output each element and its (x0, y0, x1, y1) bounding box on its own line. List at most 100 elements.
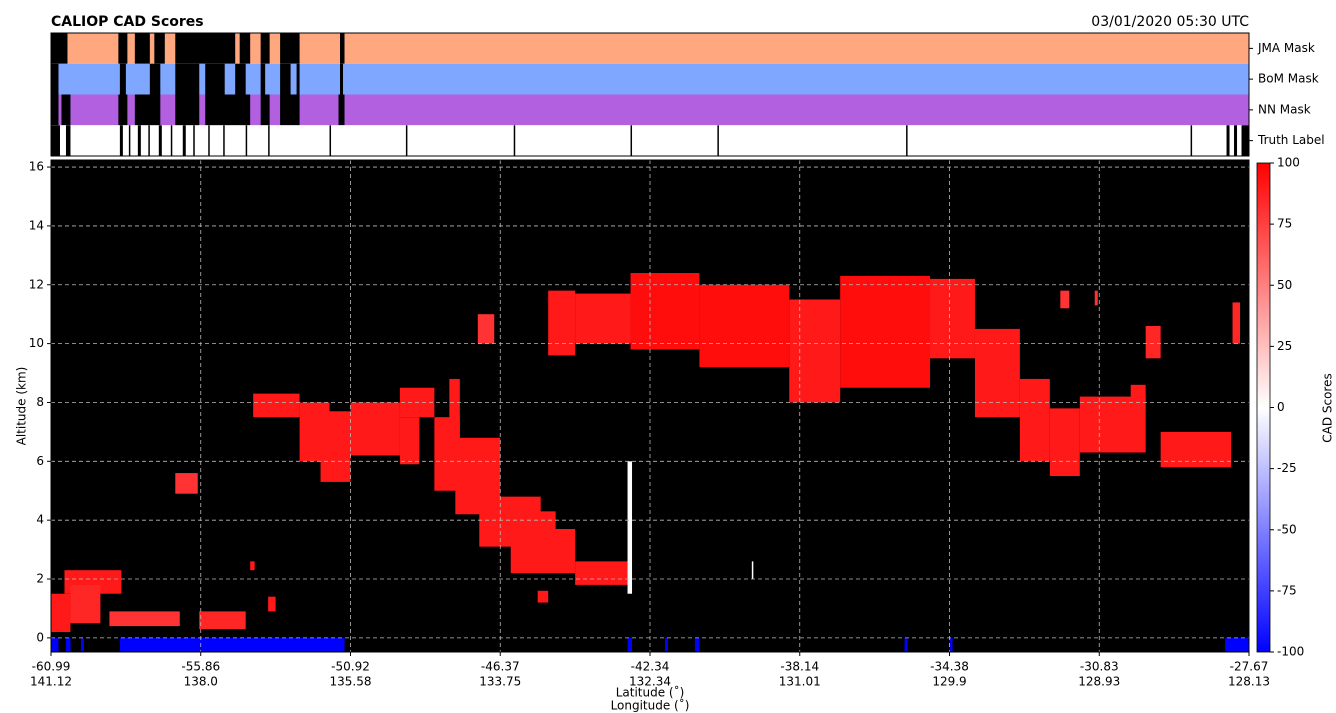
x-tick-label: -46.37 (481, 660, 520, 674)
mask-segment (118, 94, 128, 126)
mask-segment (175, 63, 200, 95)
chart-title: CALIOP CAD Scores (51, 14, 204, 30)
y-tick-label: 16 (29, 160, 44, 174)
colorbar-tick-label: -75 (1277, 583, 1297, 597)
mask-segment (149, 63, 161, 95)
cad-layer (630, 272, 700, 350)
mask-panel: JMA Mask BoM Mask NN Mask Truth Label (50, 32, 1325, 157)
colorbar-tick-label: -100 (1277, 645, 1304, 659)
x-tick-label: -34.38 (930, 660, 969, 674)
mask-segment (280, 33, 300, 64)
cad-layer (1019, 378, 1050, 462)
cad-layer (253, 393, 300, 418)
mask-row (51, 33, 1249, 64)
mask-label: JMA Mask (1257, 41, 1315, 55)
cad-layer (1225, 637, 1249, 652)
plot-frame (50, 159, 1250, 653)
x-tick-label: -27.67 (1230, 660, 1269, 674)
mask-segment (134, 33, 150, 64)
mask-frame (50, 32, 1250, 157)
chart-subtitle: 03/01/2020 05:30 UTC (1091, 14, 1249, 30)
cad-layer (930, 278, 975, 359)
mask-segment (128, 125, 131, 156)
mask-label: Truth Label (1257, 133, 1325, 147)
x2-tick-label: 129.9 (932, 675, 966, 689)
mask-segment (1241, 125, 1249, 156)
mask-row (51, 94, 1249, 126)
mask-segment (239, 33, 251, 64)
cad-layer (109, 611, 180, 627)
x-tick-label: -55.86 (181, 660, 220, 674)
mask-segment (51, 94, 59, 126)
y-axis-label: Altitude (km) (15, 367, 29, 446)
cad-layer (1232, 302, 1241, 344)
cad-layer (268, 596, 276, 612)
colorbar-tick-label: 100 (1277, 156, 1300, 170)
mask-segment (260, 33, 270, 64)
y-tick-label: 4 (36, 513, 44, 527)
mask-segment (717, 125, 719, 156)
mask-segment (1190, 125, 1193, 156)
mask-segment (329, 125, 332, 156)
mask-segment (193, 125, 195, 156)
x-tick-label: -60.99 (32, 660, 71, 674)
mask-segment (268, 125, 270, 156)
x-tick-label: -30.83 (1080, 660, 1119, 674)
colorbar-tick-label: 0 (1277, 400, 1285, 414)
mask-segment (170, 125, 173, 156)
cad-layer (449, 378, 460, 438)
cad-layer (664, 637, 668, 652)
mask-segment (260, 94, 270, 126)
cad-layer (840, 275, 931, 388)
x2-tick-label: 128.13 (1228, 675, 1270, 689)
mask-segment (148, 125, 150, 156)
mask-segment (208, 125, 210, 156)
cad-layer (1079, 396, 1146, 453)
cad-layer (949, 637, 953, 652)
cad-layer (477, 314, 495, 344)
mask-segment (134, 94, 161, 126)
mask-segment (175, 94, 200, 126)
mask-segment (260, 63, 266, 95)
x-axis-label: Latitude (˚) (616, 685, 685, 700)
y-tick-label: 0 (36, 630, 44, 644)
mask-segment (513, 125, 516, 156)
x-tick-label: -38.14 (780, 660, 819, 674)
mask-segment (154, 33, 165, 64)
cad-layer (119, 637, 345, 652)
mask-segment (1234, 125, 1238, 156)
mask-segment (119, 125, 123, 156)
mask-label: BoM Mask (1258, 72, 1319, 86)
cad-layer (627, 637, 633, 652)
mask-segment (205, 94, 251, 126)
cad-layer (904, 637, 908, 652)
mask-segment (137, 125, 141, 156)
cad-layer (789, 299, 841, 403)
mask-segment (61, 94, 71, 126)
mask-segment (280, 94, 300, 126)
mask-segment (630, 125, 633, 156)
cad-layer (399, 417, 420, 465)
cad-layer (575, 293, 631, 344)
mask-row (51, 125, 1249, 156)
mask-row (51, 63, 1249, 95)
cad-layer (699, 284, 790, 368)
x2-tick-label: 141.12 (30, 675, 72, 689)
colorbar-tick-label: -50 (1277, 522, 1297, 536)
x2-axis-label: Longitude (˚) (611, 698, 690, 713)
mask-segment (65, 125, 71, 156)
cad-layer (548, 290, 576, 356)
cad-layer (751, 561, 754, 580)
cad-layer (350, 402, 400, 456)
mask-segment (51, 125, 60, 156)
x2-tick-label: 133.75 (479, 675, 521, 689)
colorbar-tick-label: 75 (1277, 217, 1292, 231)
mask-segment (175, 33, 236, 64)
cad-layer (537, 590, 549, 603)
mask-segment (119, 63, 126, 95)
cad-layer (70, 584, 101, 624)
mask-segment (158, 125, 162, 156)
x2-tick-label: 132.34 (629, 675, 671, 689)
